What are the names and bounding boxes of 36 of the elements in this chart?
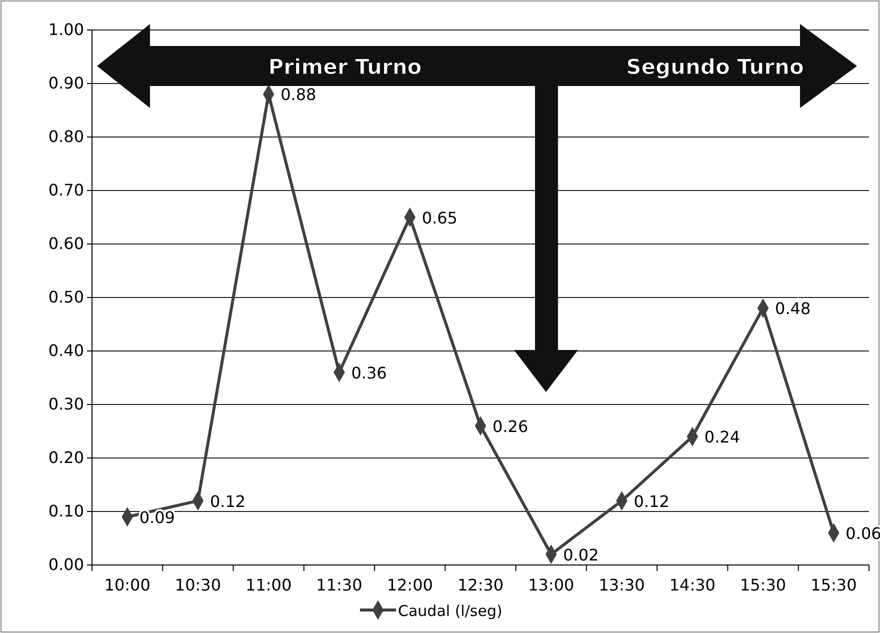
x-tick-label: 14:30 [669,575,716,594]
y-tick-label: 0.10 [48,502,84,521]
x-tick-label: 10:00 [104,575,150,594]
y-tick-label: 0.40 [48,341,84,360]
x-tick-label: 10:30 [174,575,222,594]
data-label: 0.24 [704,428,740,447]
y-tick-label: 0.30 [48,394,84,414]
x-tick-label: 15:30 [810,575,857,594]
x-tick-label: 11:30 [316,575,362,594]
y-tick-label: 0.70 [48,180,84,200]
data-label: 0.36 [351,363,387,382]
data-label: 0.06 [846,524,880,543]
y-tick-label: 0.60 [48,234,84,254]
x-tick-label: 12:30 [457,575,504,594]
y-tick-label: 0.90 [48,74,84,93]
legend-label: Caudal (l/seg) [398,602,502,620]
x-tick-label: 12:00 [386,575,433,594]
data-label: 0.26 [492,416,528,436]
data-label: 0.88 [280,85,316,104]
y-tick-label: 1.00 [48,20,84,40]
data-label: 0.09 [139,508,175,527]
x-tick-label: 13:30 [598,575,645,594]
y-tick-label: 0.00 [48,555,84,574]
data-label: 0.12 [634,492,670,511]
annotation: Primer Turno [268,55,422,79]
data-label: 0.65 [422,208,458,228]
y-tick-label: 0.20 [48,448,84,468]
x-tick-label: 11:00 [246,575,292,594]
annotation: Segundo Turno [626,55,804,79]
data-label: 0.02 [563,545,599,564]
y-tick-label: 0.80 [48,127,84,146]
data-label: 0.12 [210,492,246,511]
x-tick-label: 15:30 [740,575,786,594]
data-label: 0.48 [775,299,811,318]
y-tick-label: 0.50 [48,288,84,307]
x-tick-label: 13:00 [528,575,574,594]
